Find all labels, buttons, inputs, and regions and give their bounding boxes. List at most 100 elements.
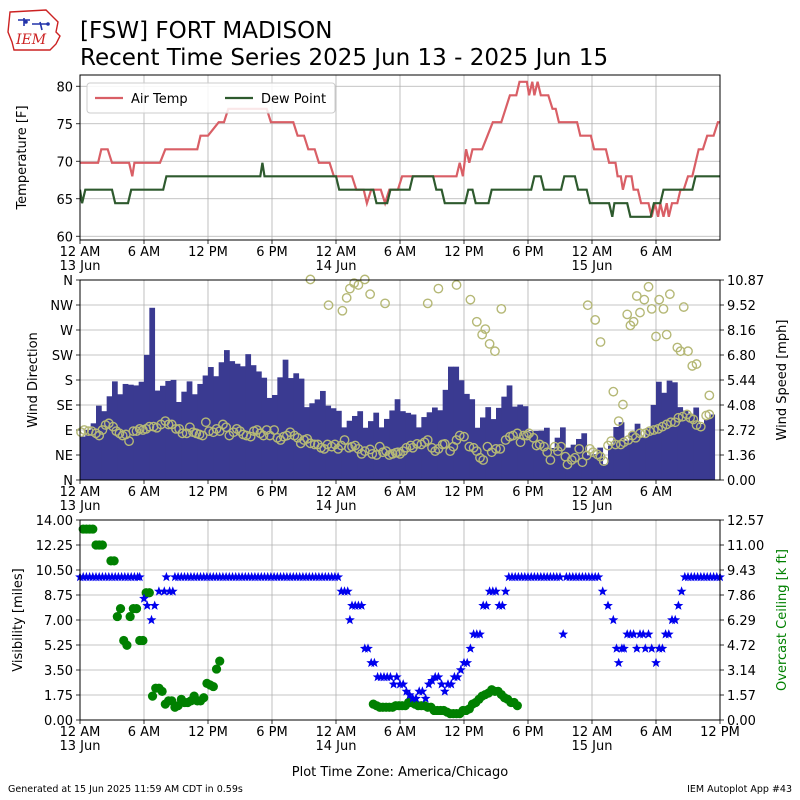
- wind-direction-marker: [365, 289, 376, 300]
- wind-direction-marker: [695, 421, 706, 432]
- wind-direction-tick-label: NW: [50, 299, 73, 314]
- wind-direction-marker: [218, 419, 228, 430]
- wind-direction-marker: [651, 331, 661, 342]
- wind-speed-bar: [101, 411, 108, 480]
- x-tick-date-label: 14 Jun: [316, 499, 357, 514]
- wind-speed-bar: [682, 410, 689, 480]
- wind-direction-marker: [704, 390, 715, 401]
- wind-direction-marker: [661, 329, 672, 340]
- visibility-marker: [344, 614, 355, 625]
- visibility-marker: [134, 571, 145, 582]
- wind-direction-marker: [628, 316, 639, 327]
- x-tick-label: 12 AM: [60, 485, 101, 500]
- wind-speed-bar: [634, 423, 641, 480]
- wind-speed-tick-label: 4.08: [727, 399, 756, 414]
- x-tick-label: 6 AM: [640, 245, 673, 260]
- wind-speed-bar: [538, 430, 545, 480]
- wind-speed-bar: [96, 405, 102, 480]
- wind-direction-marker: [582, 300, 593, 311]
- wind-speed-bar: [480, 417, 486, 480]
- legend-box: [86, 82, 336, 114]
- wind-speed-bar: [394, 399, 401, 480]
- wind-direction-marker: [490, 346, 500, 357]
- wind-direction-marker: [545, 455, 556, 465]
- wind-speed-bar: [704, 419, 710, 480]
- wind-speed-bar: [320, 390, 326, 480]
- visibility-marker: [452, 671, 463, 682]
- wind-speed-bar: [160, 385, 166, 480]
- wind-speed-bar: [224, 350, 230, 480]
- wind-direction-marker: [371, 450, 382, 460]
- x-tick-date-label: 13 Jun: [60, 499, 101, 514]
- wind-speed-bar: [602, 464, 609, 480]
- wind-speed-tick-label: 10.87: [727, 274, 764, 289]
- wind-speed-bar: [90, 423, 97, 480]
- ceiling-marker: [211, 664, 222, 674]
- wind-direction-marker: [480, 324, 491, 335]
- wind-direction-marker: [471, 316, 482, 327]
- wind-speed-bar: [554, 437, 561, 480]
- wind-speed-bar: [544, 427, 550, 480]
- x-tick-label: 12 PM: [444, 725, 484, 740]
- ceiling-marker: [208, 681, 218, 692]
- wind-speed-bar: [170, 379, 177, 480]
- wind-speed-bar: [208, 367, 214, 480]
- x-tick-label: 6 PM: [256, 485, 287, 500]
- wind-direction-marker: [395, 448, 405, 459]
- wind-speed-bar: [144, 354, 150, 480]
- wind-direction-marker: [631, 291, 642, 301]
- panel-frame: [79, 279, 721, 481]
- wind-direction-marker: [512, 428, 523, 439]
- ceiling-marker: [144, 588, 154, 598]
- wind-speed-bar: [586, 455, 593, 480]
- ceiling-tick-label: 12.57: [727, 514, 764, 529]
- wind-direction-marker: [664, 289, 675, 300]
- visibility-marker: [676, 586, 687, 596]
- wind-speed-bar: [608, 445, 614, 480]
- wind-direction-marker: [688, 414, 699, 425]
- wind-direction-marker: [618, 399, 628, 410]
- wind-direction-marker: [323, 300, 334, 311]
- wind-direction-tick-label: N: [63, 274, 73, 289]
- visibility-marker: [433, 671, 444, 682]
- visibility-marker: [404, 689, 415, 700]
- x-tick-label: 12 PM: [188, 485, 228, 500]
- ceiling-tick-label: 0.00: [727, 714, 756, 729]
- visibility-tick-label: 8.75: [44, 589, 73, 604]
- visibility-tick-label: 3.50: [44, 664, 73, 679]
- wind-speed-bar: [624, 440, 630, 480]
- ceiling-tick-label: 7.86: [727, 589, 756, 604]
- wind-direction-marker: [427, 442, 437, 453]
- wind-speed-bar: [245, 354, 252, 480]
- visibility-marker: [628, 629, 639, 639]
- wind-speed-bar: [240, 366, 246, 480]
- wind-direction-marker: [648, 425, 659, 435]
- wind-direction-marker: [639, 294, 650, 305]
- wind-direction-marker: [658, 303, 669, 314]
- wind-direction-marker: [495, 443, 506, 454]
- wind-direction-marker: [171, 423, 181, 434]
- visibility-marker: [167, 586, 178, 596]
- wind-direction-marker: [235, 426, 245, 437]
- wind-speed-bar: [389, 410, 396, 480]
- wind-speed-tick-label: 9.52: [727, 299, 756, 314]
- x-axis-label: Plot Time Zone: America/Chicago: [292, 765, 508, 780]
- wind-speed-bar: [298, 378, 305, 480]
- visibility-marker: [427, 675, 437, 685]
- wind-direction-marker: [570, 452, 580, 463]
- wind-direction-marker: [691, 420, 702, 430]
- ceiling-tick-label: 3.14: [727, 664, 756, 679]
- wind-direction-marker: [422, 298, 433, 309]
- temperature-tick-label: 60: [56, 230, 73, 245]
- ceiling-marker: [125, 611, 135, 622]
- wind-direction-marker: [341, 292, 352, 303]
- visibility-marker: [603, 600, 613, 610]
- visibility-marker: [638, 629, 649, 639]
- wind-speed-bar: [464, 393, 470, 480]
- wind-speed-bar: [618, 422, 625, 480]
- wind-direction-marker: [97, 425, 108, 435]
- visibility-marker: [640, 643, 651, 653]
- ceiling-marker: [147, 691, 158, 701]
- visibility-marker: [411, 693, 421, 703]
- wind-speed-bar: [645, 428, 652, 480]
